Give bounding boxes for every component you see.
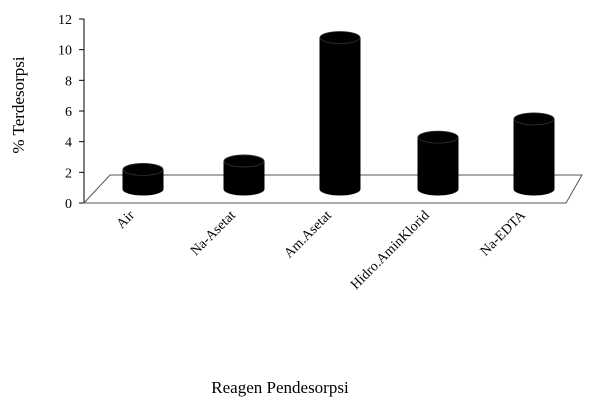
bar-top — [122, 162, 164, 176]
y-tick-label: 8 — [65, 74, 72, 89]
floor-plane — [82, 174, 583, 204]
x-category-labels: Air Na-Asetat Am.Asetat Hidro.AminKlorid Na-… — [114, 208, 529, 293]
axes — [79, 18, 85, 204]
chart-floor — [82, 174, 583, 204]
bar-top — [513, 112, 555, 126]
x-category-label: Air — [114, 208, 138, 232]
y-axis-title: % Terdesorpsi — [9, 56, 28, 153]
bar — [319, 31, 361, 196]
x-category-label: Na-Asetat — [188, 208, 239, 259]
bars — [122, 31, 555, 196]
bar-body — [122, 168, 164, 196]
bar-top — [417, 130, 459, 144]
bar-body — [417, 136, 459, 196]
bar — [513, 112, 555, 196]
bar — [122, 162, 164, 196]
x-axis-title: Reagen Pendesorpsi — [211, 378, 349, 397]
y-tick-labels: 0 2 4 6 8 10 12 — [58, 13, 72, 212]
bar-body — [223, 160, 265, 196]
bar — [223, 154, 265, 196]
bar-top — [223, 154, 265, 168]
x-category-label: Hidro.AminKlorid — [348, 208, 433, 293]
bar-top — [319, 31, 361, 44]
bar-body — [513, 118, 555, 196]
bar — [417, 130, 459, 196]
y-tick-label: 2 — [65, 166, 72, 181]
x-category-label: Na-EDTA — [478, 208, 530, 260]
bar-body — [319, 37, 361, 196]
y-tick-label: 10 — [58, 44, 72, 59]
y-tick-label: 12 — [58, 13, 72, 28]
y-tick-label: 6 — [65, 105, 72, 120]
x-category-label: Am.Asetat — [282, 208, 335, 261]
y-tick-label: 0 — [65, 197, 72, 212]
y-tick-label: 4 — [65, 136, 72, 151]
